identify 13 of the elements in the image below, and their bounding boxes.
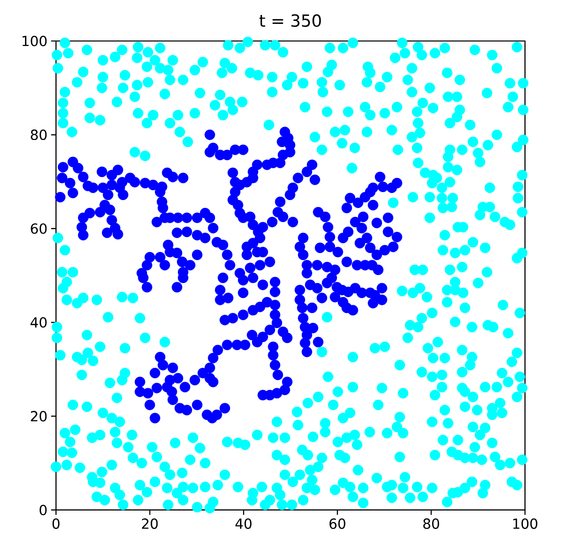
x-tick-label: 0 (52, 518, 60, 529)
x-tick-label: 100 (513, 518, 538, 529)
y-tick-label: 20 (30, 410, 47, 422)
x-tick-label: 40 (235, 518, 252, 529)
chart-title: t = 350 (259, 14, 321, 27)
y-tick-label: 40 (30, 317, 47, 328)
y-tick-label: 100 (22, 36, 47, 46)
y-tick-label: 0 (40, 504, 47, 516)
x-tick-label: 20 (142, 518, 158, 529)
y-tick-label: 60 (30, 223, 47, 234)
y-tick-label: 80 (30, 130, 47, 140)
x-tick-label: 60 (330, 518, 346, 529)
x-tick-label: 80 (423, 518, 440, 529)
